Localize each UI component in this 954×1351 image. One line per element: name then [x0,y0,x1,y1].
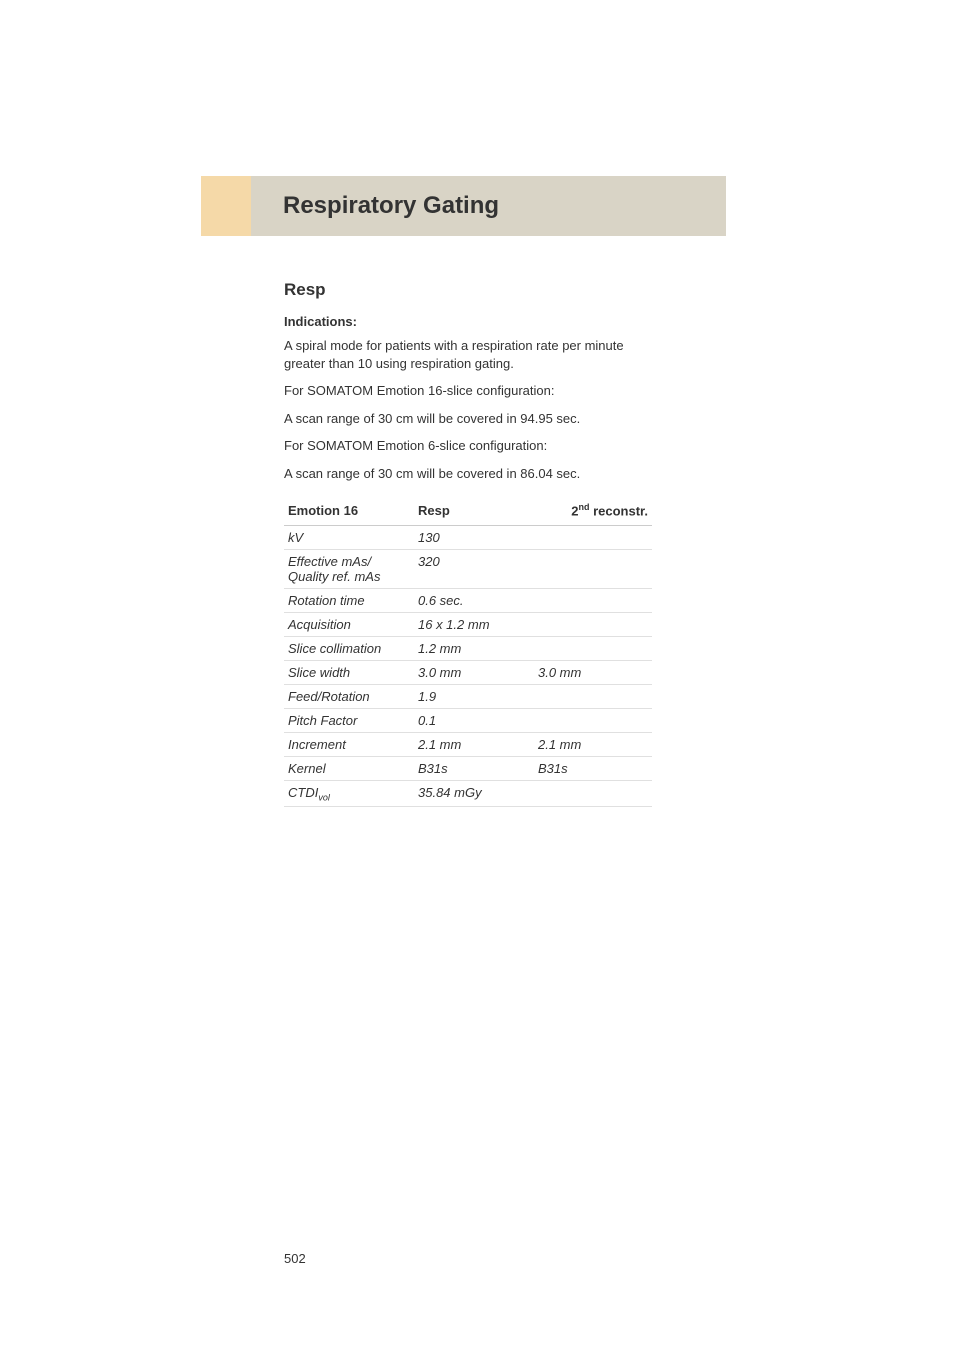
value-cell [534,708,652,732]
value-cell: 130 [414,525,534,549]
value-cell [534,780,652,807]
page-title: Respiratory Gating [283,192,499,220]
table-row: Kernel B31s B31s [284,756,652,780]
table-header-col2: Resp [414,496,534,525]
value-cell: 1.2 mm [414,636,534,660]
parameters-table: Emotion 16 Resp 2nd reconstr. kV 130 Eff… [284,496,652,807]
table-row: Slice width 3.0 mm 3.0 mm [284,660,652,684]
paragraph: A spiral mode for patients with a respir… [284,337,652,372]
param-cell: Pitch Factor [284,708,414,732]
value-cell: B31s [414,756,534,780]
value-cell [534,684,652,708]
value-cell [534,525,652,549]
paragraph: A scan range of 30 cm will be covered in… [284,410,652,428]
param-cell: Feed/Rotation [284,684,414,708]
table-row: CTDIvol 35.84 mGy [284,780,652,807]
table-header-col3: 2nd reconstr. [534,496,652,525]
table-row: Slice collimation 1.2 mm [284,636,652,660]
page-number: 502 [284,1251,306,1266]
paragraph: For SOMATOM Emotion 6-slice configuratio… [284,437,652,455]
value-cell: 0.6 sec. [414,588,534,612]
value-cell: 0.1 [414,708,534,732]
value-cell [534,549,652,588]
value-cell: 2.1 mm [414,732,534,756]
table-row: Acquisition 16 x 1.2 mm [284,612,652,636]
table-header-col1: Emotion 16 [284,496,414,525]
table-row: kV 130 [284,525,652,549]
param-cell: Slice collimation [284,636,414,660]
param-cell: Increment [284,732,414,756]
param-cell: Acquisition [284,612,414,636]
param-cell: CTDIvol [284,780,414,807]
param-cell: Slice width [284,660,414,684]
table-header-row: Emotion 16 Resp 2nd reconstr. [284,496,652,525]
value-cell: 3.0 mm [414,660,534,684]
table-row: Rotation time 0.6 sec. [284,588,652,612]
value-cell: 1.9 [414,684,534,708]
param-cell: kV [284,525,414,549]
paragraph: For SOMATOM Emotion 16-slice configurati… [284,382,652,400]
value-cell [534,636,652,660]
indications-label: Indications: [284,314,652,329]
header-main: Respiratory Gating [251,176,726,236]
table-row: Effective mAs/ Quality ref. mAs 320 [284,549,652,588]
value-cell: 35.84 mGy [414,780,534,807]
table-row: Feed/Rotation 1.9 [284,684,652,708]
value-cell: 3.0 mm [534,660,652,684]
param-cell: Kernel [284,756,414,780]
value-cell: 320 [414,549,534,588]
param-cell: Rotation time [284,588,414,612]
value-cell: 2.1 mm [534,732,652,756]
param-cell: Effective mAs/ Quality ref. mAs [284,549,414,588]
table-body: kV 130 Effective mAs/ Quality ref. mAs 3… [284,525,652,807]
table-row: Increment 2.1 mm 2.1 mm [284,732,652,756]
value-cell: 16 x 1.2 mm [414,612,534,636]
header-accent [201,176,251,236]
value-cell [534,612,652,636]
paragraph: A scan range of 30 cm will be covered in… [284,465,652,483]
table-row: Pitch Factor 0.1 [284,708,652,732]
section-subtitle: Resp [284,280,652,300]
content-area: Resp Indications: A spiral mode for pati… [284,280,652,807]
header-bar: Respiratory Gating [201,176,726,236]
value-cell: B31s [534,756,652,780]
value-cell [534,588,652,612]
